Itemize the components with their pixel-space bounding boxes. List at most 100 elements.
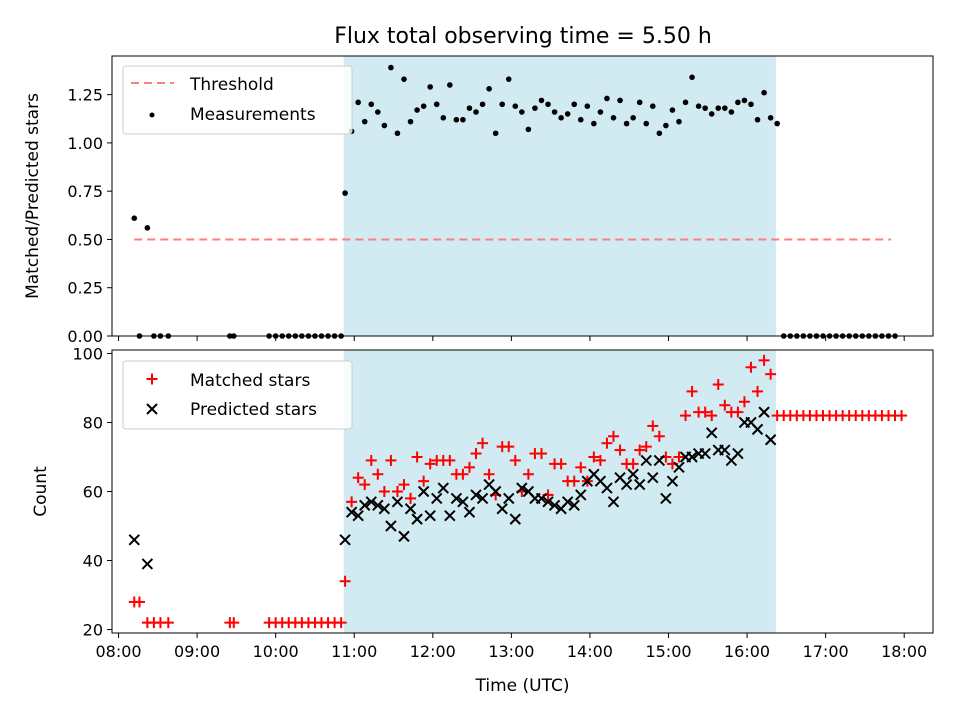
x-stroke [522,485,535,498]
bottom-legend-box [122,360,353,430]
measurement-point [420,103,427,110]
predicted-star-point [620,478,633,491]
measurement-point [144,225,151,231]
predicted-star-point [673,461,685,474]
matched-star-point [405,492,417,504]
matched-star-point [706,410,718,422]
measurement-point [558,114,564,121]
bottom-observing-window [343,350,776,633]
measurement-point [663,122,669,129]
measurements-legend-label: Measurements [190,105,316,125]
predicted-star-point [437,482,449,494]
predicted-star-point [509,513,522,525]
x-stroke [404,503,417,515]
x-stroke [424,509,436,522]
measurement-point [610,114,617,121]
measurement-point [466,105,473,111]
measurement-point [649,103,656,110]
measurement-point [761,89,767,96]
matched-star-point [686,385,698,397]
matched-star-point [719,399,731,411]
x-stroke [450,492,463,505]
measurement-point [597,109,604,115]
x-stroke [516,482,528,494]
x-stroke [483,478,495,491]
bottom-plot-area [128,354,908,629]
predicted-star-point [470,489,482,501]
predicted-star-point [463,506,476,518]
measurement-point [505,76,512,82]
top-axes-frame [111,55,934,337]
x-stroke [542,496,554,508]
predicted-star-point [128,534,140,546]
matched-star-point [228,617,240,629]
x-stroke [607,496,620,508]
predicted-star-point [548,499,561,512]
top-observing-window [343,56,776,336]
measurement-point [741,97,748,104]
x-tick-label: 17:00 [803,642,849,661]
bottom-legend: Matched stars Predicted stars [122,360,353,430]
matched-star-point [522,468,534,480]
top-legend: Threshold Measurements [122,65,353,135]
x-stroke [561,496,574,508]
predicted-star-point [764,434,777,446]
measurement-point [361,118,368,125]
x-stroke [128,534,140,546]
x-stroke [437,482,449,494]
x-stroke [699,447,711,460]
x-stroke [732,447,744,460]
measurement-point [460,116,466,123]
matched-star-point [339,575,351,587]
predicted-star-point [699,447,711,460]
x-stroke [640,454,652,467]
measurement-point [623,120,630,127]
top-x-axis [118,336,905,341]
predicted-star-point [141,558,154,570]
measurement-point [525,126,532,133]
measurement-point [433,101,440,108]
matched-star-point [352,472,364,484]
bottom-panel: 20 40 60 80 100 08:00 09:00 10:00 11:00 12:00 13:… [31,344,934,696]
predicted-star-point [385,520,397,532]
x-stroke [548,499,561,512]
predicted-star-point [489,485,502,498]
matched-star-point [133,596,145,608]
predicted-star-point [372,499,384,512]
predicted-star-point [450,492,463,505]
matched-star-point [503,441,515,453]
predicted-star-point [417,485,430,498]
measurement-point [643,120,650,127]
predicted-star-point [516,482,528,494]
matched-star-point [535,448,547,460]
x-tick-label: 15:00 [645,642,691,661]
matched-star-point [463,461,475,473]
predicted-star-point [601,482,613,494]
x-stroke [444,509,456,522]
measurement-point [512,103,519,110]
bottom-y-tick-label: 40 [83,552,103,571]
matched-star-point [568,475,580,487]
measurement-point [519,109,525,115]
predicted-star-point [431,492,443,505]
matched-star-point [680,410,692,422]
matched-star-point [896,410,908,422]
matched-star-point [758,354,770,366]
top-legend-box [122,65,353,135]
top-y-tick-label: 0.50 [67,230,103,249]
top-y-tick-label: 0.75 [67,182,103,201]
x-stroke [489,485,502,498]
measurement-point [538,97,545,104]
top-plot-area [131,64,898,339]
legend-x-glyph [146,403,158,415]
matched-star-point [640,441,652,453]
x-stroke [146,403,158,415]
x-stroke [647,471,659,484]
x-stroke [417,485,430,498]
top-y-tick-label: 0.25 [67,279,103,298]
measurement-point [735,99,741,106]
predicted-star-point [686,451,698,463]
x-stroke [431,492,443,505]
matched-star-point [594,454,606,466]
bottom-y-tick-label: 20 [83,621,103,640]
